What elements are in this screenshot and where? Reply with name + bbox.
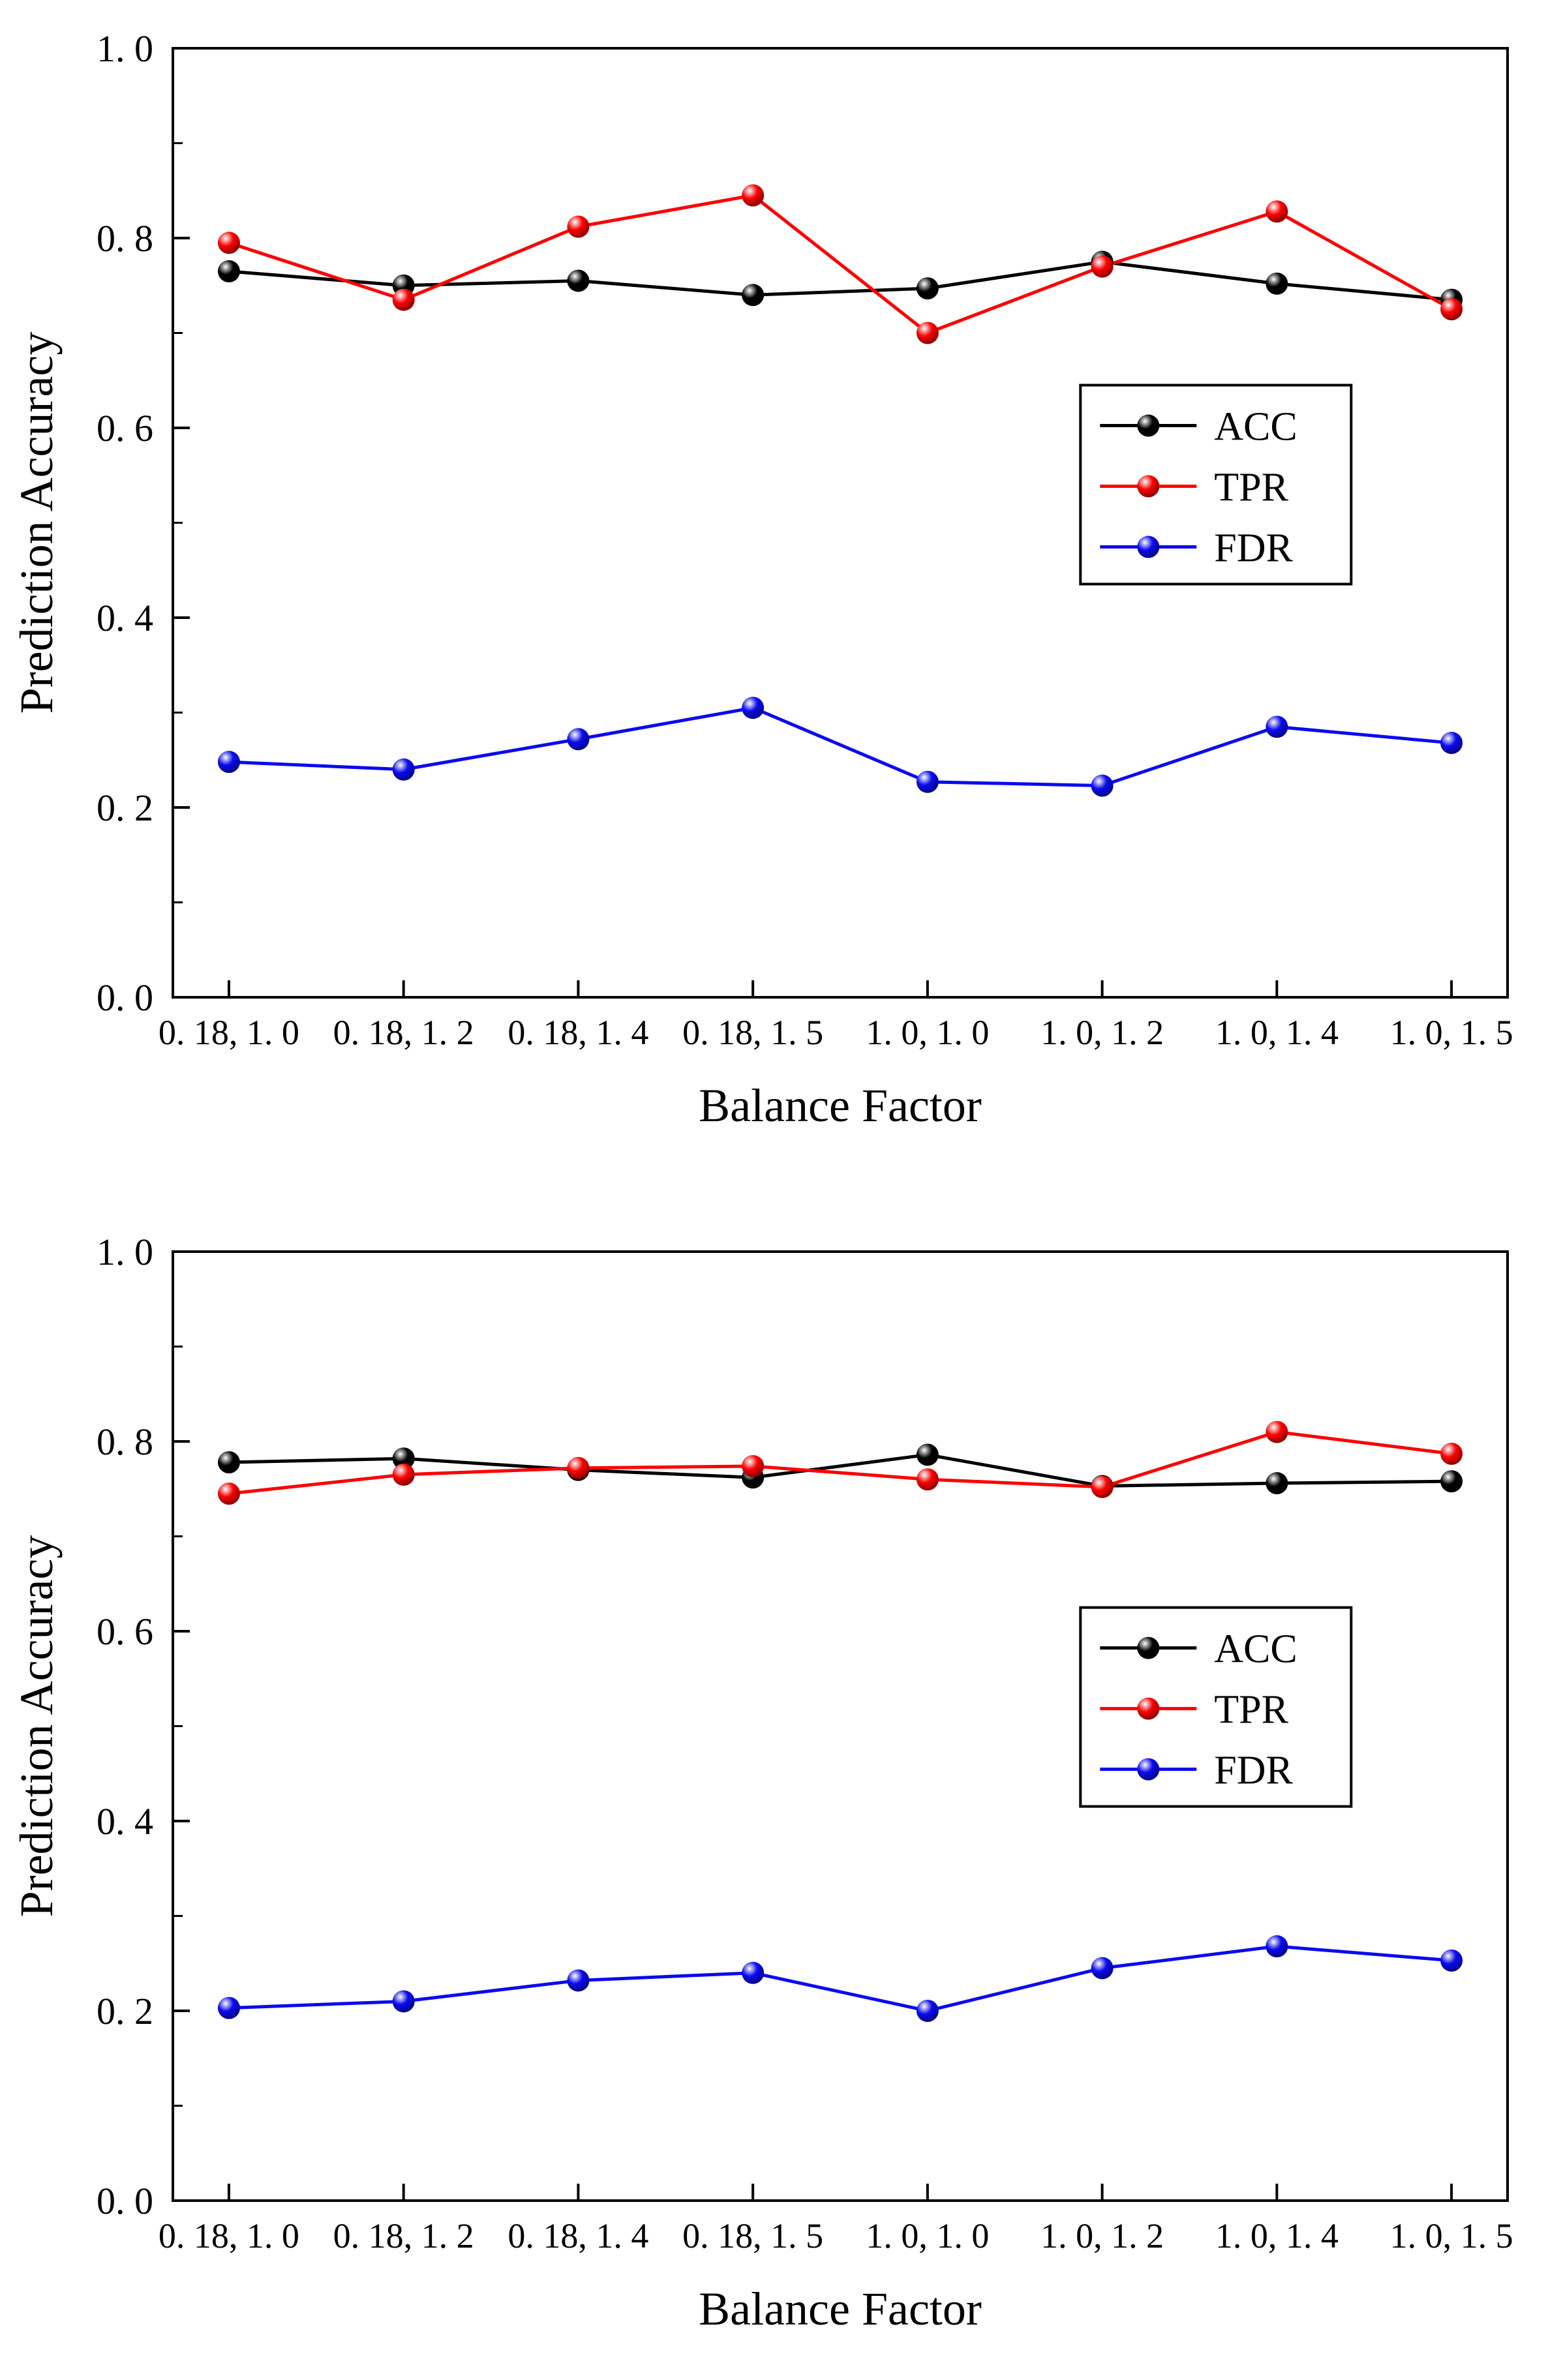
x-tick-label: 0. 18, 1. 4 — [508, 2216, 648, 2255]
marker-tpr — [916, 322, 939, 344]
y-tick-label: 0. 4 — [97, 1800, 153, 1843]
marker-fdr — [217, 751, 240, 774]
marker-fdr — [916, 2000, 939, 2022]
marker-acc — [1266, 272, 1288, 295]
series-line-fdr — [228, 1944, 1452, 2013]
y-tick-label: 0. 8 — [97, 217, 153, 260]
marker-fdr — [567, 728, 590, 751]
y-tick-label: 1. 0 — [97, 27, 153, 70]
marker-fdr — [1440, 1949, 1463, 1972]
marker-tpr — [1440, 1442, 1463, 1465]
x-axis-label: Balance Factor — [699, 1079, 982, 1132]
y-tick-label: 0. 6 — [97, 407, 153, 449]
marker-tpr — [567, 215, 590, 238]
x-tick-label: 0. 18, 1. 2 — [333, 2216, 474, 2255]
x-tick-label: 1. 0, 1. 0 — [866, 2216, 989, 2255]
marker-fdr — [217, 1996, 240, 2019]
chart-canvas: 0. 0 0. 2 0. 4 0. 6 0. 8 1. 0 0. 18, 1. 0 0. 18… — [10, 27, 1513, 1132]
marker-tpr — [1091, 255, 1114, 278]
marker-tpr — [217, 1483, 240, 1505]
legend-marker — [1137, 414, 1160, 437]
marker-fdr — [742, 1961, 765, 1984]
marker-acc — [392, 1447, 415, 1470]
series-line-fdr — [228, 706, 1452, 788]
marker-fdr — [392, 1990, 415, 2013]
marker-fdr — [1440, 732, 1463, 755]
marker-fdr — [1091, 1957, 1114, 1980]
x-tick-label: 1. 0, 1. 2 — [1040, 2216, 1164, 2255]
x-tick-label: 1. 0, 1. 5 — [1390, 2216, 1513, 2255]
marker-acc — [916, 277, 939, 300]
legend-label: FDR — [1214, 526, 1293, 571]
chart-bottom: 0. 0 0. 2 0. 4 0. 6 0. 8 1. 0 0. 18, 1. 0 0. 18… — [0, 1206, 1563, 2373]
x-tick-label: 0. 18, 1. 0 — [159, 1013, 299, 1052]
chart-canvas: 0. 0 0. 2 0. 4 0. 6 0. 8 1. 0 0. 18, 1. 0 0. 18… — [10, 1231, 1513, 2335]
x-axis-label: Balance Factor — [699, 2283, 982, 2335]
y-tick-label: 0. 6 — [97, 1610, 153, 1653]
marker-tpr — [567, 1456, 590, 1479]
x-tick-label: 1. 0, 1. 4 — [1215, 1013, 1339, 1052]
marker-acc — [916, 1443, 939, 1466]
y-axis-label: Prediction Accuracy — [10, 1535, 63, 1918]
x-tick-label: 0. 18, 1. 5 — [682, 2216, 823, 2255]
marker-fdr — [567, 1969, 590, 1992]
y-axis-label: Prediction Accuracy — [10, 332, 63, 714]
marker-fdr — [916, 770, 939, 793]
series-line-acc — [228, 1453, 1452, 1488]
y-tick-label: 0. 2 — [97, 787, 153, 829]
marker-fdr — [1266, 1935, 1288, 1958]
x-tick-label: 0. 18, 1. 0 — [159, 2216, 299, 2255]
marker-acc — [1266, 1472, 1288, 1495]
chart-top: 0. 0 0. 2 0. 4 0. 6 0. 8 1. 0 0. 18, 1. 0 0. 18… — [0, 3, 1563, 1170]
y-tick-label: 0. 2 — [97, 1990, 153, 2032]
y-tick-label: 0. 0 — [97, 976, 153, 1019]
series-line-tpr — [228, 193, 1453, 335]
x-tick-label: 0. 18, 1. 2 — [333, 1013, 474, 1052]
x-tick-label: 1. 0, 1. 5 — [1390, 1013, 1513, 1052]
x-tick-label: 0. 18, 1. 4 — [508, 1013, 648, 1052]
marker-fdr — [742, 697, 765, 719]
marker-fdr — [1091, 774, 1114, 797]
legend-marker — [1137, 1758, 1160, 1781]
legend-label: TPR — [1214, 1688, 1288, 1732]
marker-tpr — [392, 288, 415, 311]
marker-tpr — [1440, 298, 1463, 321]
marker-tpr — [1266, 200, 1288, 223]
series-line-acc — [228, 260, 1452, 302]
y-tick-label: 1. 0 — [97, 1231, 153, 1273]
legend-marker — [1137, 1697, 1160, 1720]
y-tick-label: 0. 0 — [97, 2180, 153, 2222]
legend-marker — [1137, 475, 1160, 498]
marker-tpr — [1266, 1421, 1288, 1443]
legend-label: FDR — [1214, 1749, 1293, 1793]
x-tick-label: 0. 18, 1. 5 — [682, 1013, 823, 1052]
series-line-tpr — [228, 1430, 1452, 1496]
legend-label: ACC — [1214, 405, 1297, 449]
y-tick-label: 0. 8 — [97, 1421, 153, 1463]
marker-acc — [217, 1451, 240, 1474]
marker-tpr — [742, 1454, 765, 1477]
marker-tpr — [392, 1463, 415, 1486]
legend-label: TPR — [1214, 466, 1288, 510]
legend: ACC TPR FDR — [1079, 1606, 1353, 1808]
marker-fdr — [392, 758, 415, 781]
marker-acc — [742, 284, 765, 307]
legend: ACC TPR FDR — [1079, 384, 1353, 586]
x-tick-label: 1. 0, 1. 0 — [866, 1013, 989, 1052]
legend-marker — [1137, 1636, 1160, 1659]
legend-label: ACC — [1214, 1627, 1297, 1672]
x-tick-label: 1. 0, 1. 2 — [1040, 1013, 1164, 1052]
marker-fdr — [1266, 716, 1288, 738]
marker-acc — [567, 269, 590, 292]
marker-acc — [1440, 1470, 1463, 1493]
y-tick-label: 0. 4 — [97, 597, 153, 639]
marker-tpr — [742, 184, 765, 207]
x-tick-label: 1. 0, 1. 4 — [1215, 2216, 1339, 2255]
marker-tpr — [916, 1468, 939, 1491]
marker-tpr — [1091, 1475, 1114, 1498]
legend-marker — [1137, 535, 1160, 558]
marker-acc — [217, 260, 240, 282]
marker-tpr — [217, 232, 240, 254]
